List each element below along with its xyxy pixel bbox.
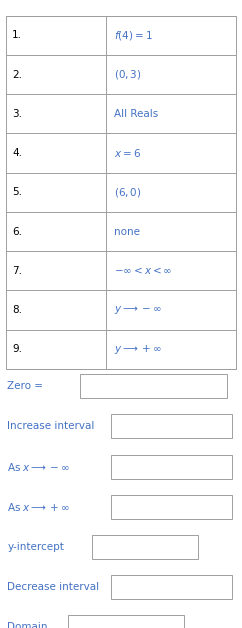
Text: 4.: 4. xyxy=(12,148,22,158)
Text: 2.: 2. xyxy=(12,70,22,80)
Text: $y \longrightarrow -\infty$: $y \longrightarrow -\infty$ xyxy=(114,304,161,316)
Bar xyxy=(111,455,232,479)
Text: 7.: 7. xyxy=(12,266,22,276)
Text: 8.: 8. xyxy=(12,305,22,315)
Text: $(0,3)$: $(0,3)$ xyxy=(114,68,141,81)
Bar xyxy=(80,374,227,398)
Bar xyxy=(111,414,232,438)
Text: All Reals: All Reals xyxy=(114,109,158,119)
Text: 9.: 9. xyxy=(12,344,22,354)
Text: 5.: 5. xyxy=(12,187,22,197)
Bar xyxy=(111,495,232,519)
Text: $x=6$: $x=6$ xyxy=(114,147,141,159)
Text: none: none xyxy=(114,227,140,237)
Text: 3.: 3. xyxy=(12,109,22,119)
Text: As $x \longrightarrow +\infty$: As $x \longrightarrow +\infty$ xyxy=(7,501,70,513)
Text: 6.: 6. xyxy=(12,227,22,237)
Text: y-intercept: y-intercept xyxy=(7,542,64,552)
Text: As $x \longrightarrow -\infty$: As $x \longrightarrow -\infty$ xyxy=(7,460,70,473)
Bar xyxy=(111,575,232,599)
Text: $f(4) = 1$: $f(4) = 1$ xyxy=(114,29,152,42)
Text: Increase interval: Increase interval xyxy=(7,421,95,431)
Text: Decrease interval: Decrease interval xyxy=(7,582,99,592)
Text: Domain: Domain xyxy=(7,622,48,628)
Bar xyxy=(6,16,236,369)
Bar xyxy=(92,535,198,559)
Text: $y \longrightarrow +\infty$: $y \longrightarrow +\infty$ xyxy=(114,343,161,356)
Text: $(6,0)$: $(6,0)$ xyxy=(114,186,141,199)
Text: $-\infty < x < \infty$: $-\infty < x < \infty$ xyxy=(114,265,172,276)
Bar xyxy=(68,615,184,628)
Text: 1.: 1. xyxy=(12,30,22,40)
Text: Zero =: Zero = xyxy=(7,381,43,391)
